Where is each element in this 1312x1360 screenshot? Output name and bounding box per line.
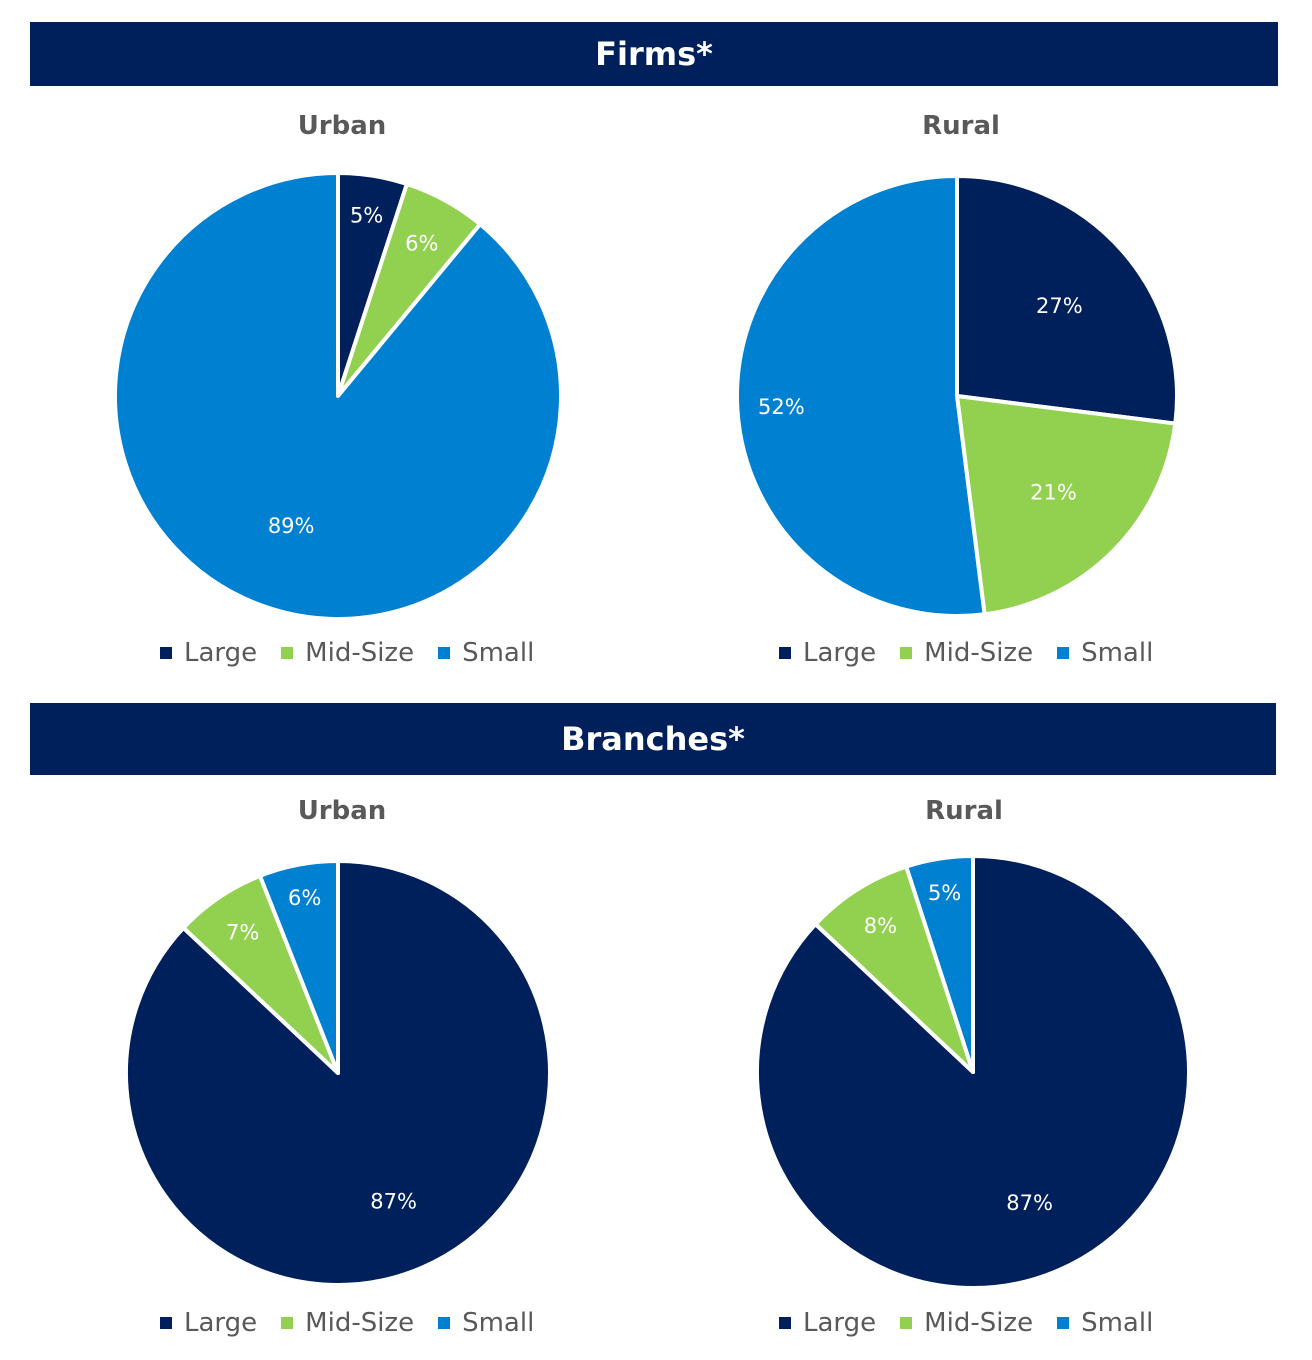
legend-swatch-mid-size — [900, 1317, 913, 1329]
slice-label-small: 89% — [268, 514, 315, 538]
pie-slice-small — [257, 859, 340, 1075]
legend-label-mid-size: Mid-Size — [305, 1308, 415, 1338]
legend-label-large: Large — [184, 1308, 258, 1338]
legend-swatch-mid-size — [900, 647, 913, 659]
legend-branches-rural: Large Mid-Size Small — [779, 1308, 1153, 1338]
slice-label-large: 5% — [350, 203, 383, 227]
pie-chart-firms-rural: 27% 21% 52% — [735, 174, 1179, 618]
section-title-firms: Firms* — [595, 35, 713, 73]
legend-item-mid-size: Mid-Size — [281, 638, 414, 668]
legend-item-small: Small — [1057, 638, 1153, 668]
legend-swatch-mid-size — [281, 1317, 294, 1329]
legend-firms-urban: Large Mid-Size Small — [160, 638, 534, 668]
pie-slice-mid-size — [813, 864, 975, 1074]
legend-label-mid-size: Mid-Size — [305, 638, 415, 668]
legend-swatch-large — [160, 1317, 172, 1329]
legend-branches-urban: Large Mid-Size Small — [160, 1308, 534, 1338]
pie-chart-branches-urban: 87% 7% 6% — [124, 859, 552, 1287]
legend-item-small: Small — [438, 1308, 534, 1338]
chart-title-branches-urban: Urban — [297, 796, 387, 826]
legend-swatch-small — [1057, 1317, 1070, 1329]
legend-label-small: Small — [1081, 638, 1154, 668]
legend-item-large: Large — [160, 1308, 257, 1338]
slice-label-small: 6% — [288, 886, 321, 910]
legend-item-mid-size: Mid-Size — [281, 1308, 414, 1338]
slice-label-large: 87% — [370, 1189, 417, 1213]
legend-firms-rural: Large Mid-Size Small — [779, 638, 1153, 668]
legend-label-small: Small — [462, 638, 535, 668]
pie-chart-firms-urban: 5% 6% 89% — [113, 171, 563, 621]
chart-title-branches-rural: Rural — [925, 796, 1003, 826]
legend-label-large: Large — [803, 638, 877, 668]
legend-item-large: Large — [160, 638, 257, 668]
chart-title-firms-rural: Rural — [922, 111, 1000, 141]
legend-swatch-mid-size — [281, 647, 294, 659]
legend-label-small: Small — [462, 1308, 535, 1338]
pie-slice-large — [955, 174, 1179, 426]
legend-item-large: Large — [779, 1308, 876, 1338]
pie-slice-small — [113, 171, 563, 621]
legend-swatch-large — [160, 647, 172, 659]
legend-swatch-large — [779, 1317, 791, 1329]
legend-item-small: Small — [438, 638, 534, 668]
section-banner-branches: Branches* — [30, 703, 1276, 775]
legend-item-mid-size: Mid-Size — [900, 1308, 1033, 1338]
section-banner-firms: Firms* — [30, 22, 1278, 86]
legend-label-mid-size: Mid-Size — [924, 1308, 1034, 1338]
legend-label-large: Large — [803, 1308, 877, 1338]
legend-swatch-large — [779, 647, 791, 659]
pie-slice-mid-size — [955, 394, 1178, 617]
legend-item-mid-size: Mid-Size — [900, 638, 1033, 668]
pie-chart-branches-rural: 87% 8% 5% — [755, 854, 1191, 1290]
legend-label-mid-size: Mid-Size — [924, 638, 1034, 668]
section-title-branches: Branches* — [561, 720, 745, 758]
chart-title-firms-urban: Urban — [297, 111, 387, 141]
slice-label-small: 5% — [928, 881, 961, 905]
legend-swatch-small — [438, 1317, 451, 1329]
legend-label-large: Large — [184, 638, 258, 668]
legend-swatch-small — [1057, 647, 1070, 659]
pie-slice-small — [735, 174, 987, 618]
legend-label-small: Small — [1081, 1308, 1154, 1338]
slice-label-large: 87% — [1006, 1191, 1053, 1215]
legend-item-large: Large — [779, 638, 876, 668]
legend-swatch-small — [438, 647, 451, 659]
legend-item-small: Small — [1057, 1308, 1153, 1338]
slice-label-small: 52% — [758, 395, 805, 419]
slice-label-large: 27% — [1036, 294, 1083, 318]
slice-label-mid-size: 8% — [864, 914, 897, 938]
slice-label-mid-size: 21% — [1030, 480, 1077, 504]
slice-label-mid-size: 6% — [405, 232, 438, 256]
pie-slice-small — [904, 854, 975, 1074]
slice-label-mid-size: 7% — [226, 921, 259, 945]
